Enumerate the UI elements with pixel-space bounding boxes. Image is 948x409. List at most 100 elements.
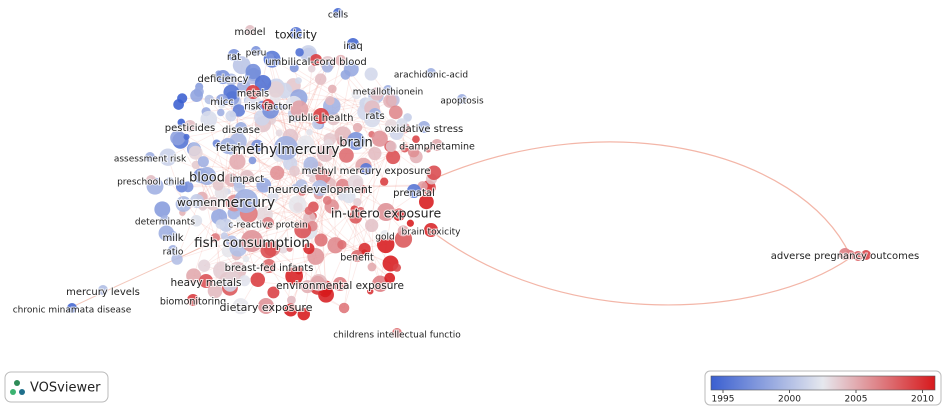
- node-label: model: [234, 27, 265, 38]
- node-label: preschool child: [117, 178, 185, 188]
- legend-tick-label: 2005: [845, 395, 868, 405]
- node-circle: [216, 70, 230, 84]
- node-circle: [349, 210, 363, 224]
- node-circle: [322, 195, 332, 205]
- node-circle: [220, 232, 229, 240]
- node-circle: [98, 285, 108, 295]
- node-circle: [234, 189, 258, 213]
- node-circle: [146, 175, 156, 185]
- node-circle: [258, 298, 274, 314]
- node-circle: [400, 144, 409, 153]
- node-label: childrens intellectual functio: [333, 331, 461, 341]
- node-circle: [267, 286, 280, 299]
- node-circle: [297, 307, 311, 321]
- node-label: milk: [162, 233, 183, 244]
- node-circle: [333, 8, 343, 18]
- node-circle: [310, 274, 328, 292]
- node-circle: [424, 223, 438, 237]
- node-label: disease: [222, 125, 260, 136]
- link: [188, 184, 430, 188]
- node-circle: [338, 302, 350, 314]
- node-circle: [347, 132, 365, 150]
- node-circle: [333, 277, 347, 291]
- link: [379, 128, 406, 284]
- node-label: arachidonic-acid: [394, 71, 468, 81]
- node-circle: [365, 218, 379, 233]
- node-circle: [426, 165, 442, 180]
- node-label: umbilical-cord blood: [265, 57, 367, 68]
- node-circle: [232, 298, 249, 315]
- node-circle: [392, 328, 402, 338]
- link: [271, 67, 328, 249]
- node-label: metals: [237, 89, 269, 100]
- node-circle: [406, 219, 414, 227]
- node-circle: [286, 295, 296, 305]
- node-circle: [262, 259, 276, 273]
- node-circle: [190, 194, 204, 208]
- node-circle: [289, 165, 300, 177]
- node-circle: [392, 263, 402, 272]
- logo-icon: [10, 389, 16, 395]
- node-circle: [384, 272, 396, 284]
- node-circle: [168, 245, 178, 255]
- node-label: chronic minamata disease: [13, 306, 132, 316]
- node-circle: [187, 294, 199, 306]
- node-circle: [252, 100, 261, 109]
- node-circle: [207, 283, 223, 299]
- node-circle: [198, 167, 216, 185]
- node-circle: [397, 225, 409, 237]
- logo-box[interactable]: [4, 371, 109, 403]
- legend-tick-label: 1995: [712, 395, 735, 405]
- node-circle: [254, 75, 272, 92]
- node-label: risk factor: [244, 102, 292, 113]
- node-circle: [67, 303, 77, 313]
- node-circle: [241, 230, 263, 252]
- color-bar: [710, 375, 936, 391]
- node-circle: [145, 152, 155, 162]
- node-label: toxicity: [275, 28, 317, 42]
- logo-icon: [14, 380, 20, 386]
- node-circle: [210, 233, 220, 243]
- node-label: heavy metals: [171, 277, 242, 289]
- logo[interactable]: VOSviewer: [4, 371, 109, 403]
- node-circle: [204, 94, 214, 105]
- node-circle: [267, 191, 279, 203]
- node-circle: [340, 69, 351, 80]
- node-circle: [370, 87, 384, 101]
- node-circle: [246, 85, 260, 99]
- node-label: deficiency: [198, 74, 249, 85]
- node-circle: [327, 84, 337, 94]
- node-circle: [175, 196, 192, 212]
- node-circle: [353, 197, 362, 207]
- node-label: determinants: [135, 218, 196, 228]
- node-circle: [262, 217, 274, 229]
- node-circle: [385, 140, 397, 152]
- node-circle: [358, 242, 371, 255]
- node-circle: [200, 110, 218, 128]
- node-circle: [260, 242, 277, 259]
- node-circle: [295, 77, 302, 85]
- node-circle: [277, 243, 289, 254]
- node-label: metallothionein: [353, 88, 424, 98]
- node-circle: [388, 105, 403, 120]
- node-circle: [431, 139, 443, 151]
- node-circle: [245, 63, 261, 80]
- node-circle: [861, 250, 871, 260]
- link: [419, 141, 851, 256]
- node-label: prenatal: [393, 188, 435, 199]
- node-label: peru: [246, 49, 267, 59]
- node-circle: [369, 108, 381, 120]
- link: [340, 60, 385, 182]
- link: [297, 207, 308, 287]
- node-circle: [335, 178, 350, 193]
- node-circle: [376, 235, 395, 254]
- node-circle: [290, 100, 309, 119]
- node-circle: [392, 208, 406, 221]
- node-label: rats: [365, 111, 384, 122]
- node-circle: [225, 110, 237, 122]
- node-circle: [377, 203, 395, 221]
- node-circle: [233, 180, 246, 193]
- node-circle: [170, 124, 179, 132]
- legend-tick-label: 2010: [911, 395, 934, 405]
